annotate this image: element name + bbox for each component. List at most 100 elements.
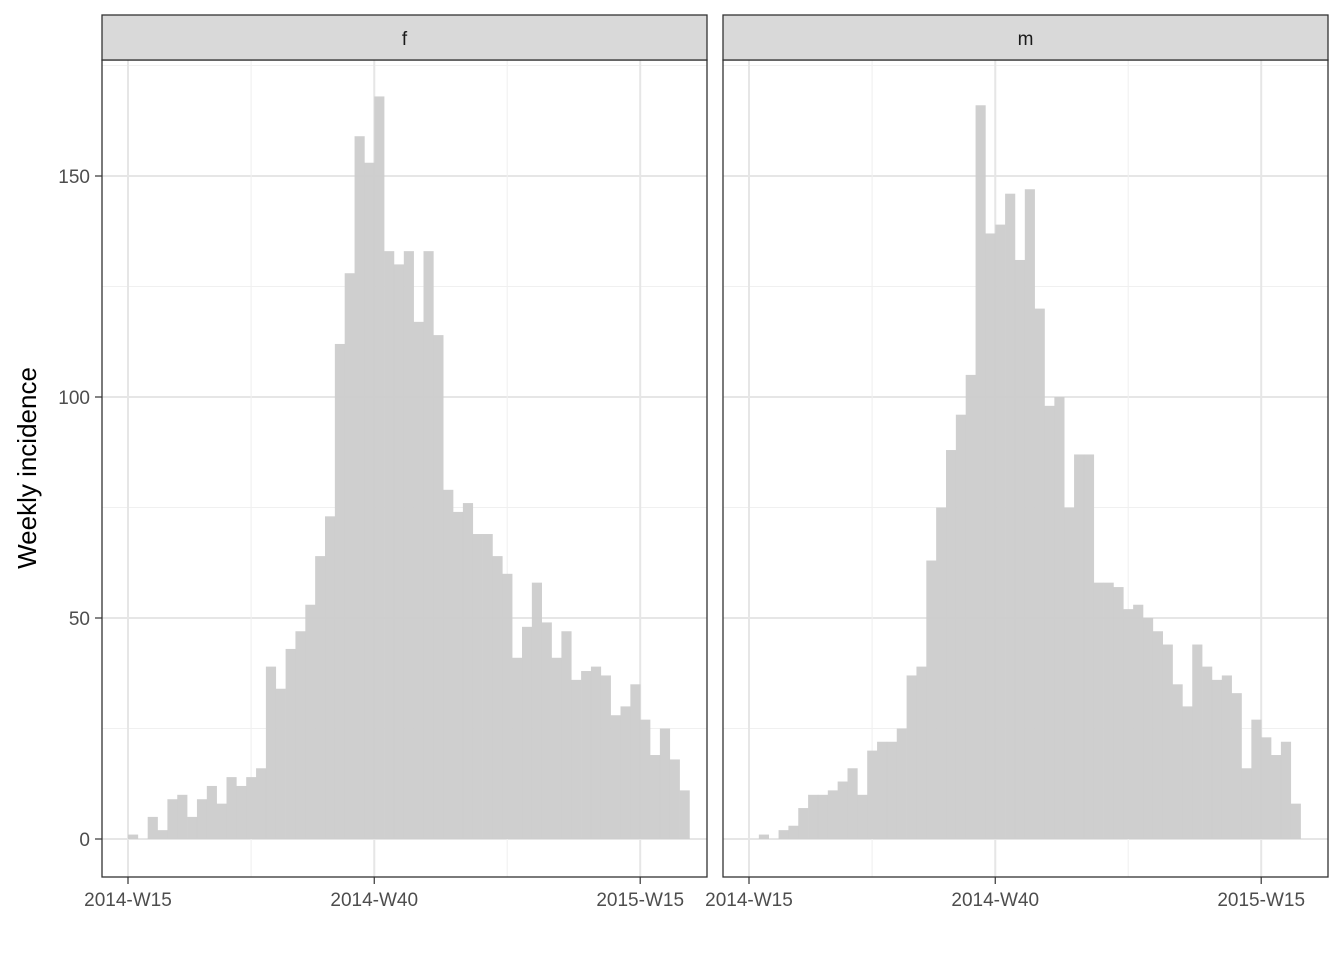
bar (837, 781, 848, 839)
bar (413, 321, 424, 839)
bar (1152, 631, 1163, 839)
bar (482, 534, 493, 839)
bar (985, 233, 996, 839)
bar (167, 799, 178, 839)
bar (965, 374, 976, 839)
facet-strip (101, 14, 708, 61)
bar (1162, 644, 1173, 839)
facet-panel-m: m 2014-W15 2014-W40 2015-W15 (705, 14, 1329, 911)
bar (857, 794, 868, 839)
bar (936, 507, 947, 839)
bar (541, 622, 552, 839)
bar (1251, 719, 1262, 839)
bar (798, 808, 809, 839)
bar (177, 794, 188, 839)
bar (512, 657, 523, 839)
bar (955, 414, 966, 839)
bar (1241, 768, 1252, 839)
bar (1211, 679, 1223, 839)
bar (522, 626, 533, 839)
bar (433, 335, 444, 839)
bar (1044, 405, 1055, 839)
bar (384, 251, 395, 839)
bar (374, 96, 385, 839)
bar (246, 777, 257, 839)
bar (1103, 582, 1114, 839)
bar (1024, 189, 1035, 839)
y-tick-label: 150 (58, 167, 90, 188)
bar (315, 556, 326, 839)
bar (187, 816, 198, 839)
bar (1034, 308, 1045, 840)
bar (216, 803, 227, 839)
bar (1172, 684, 1183, 839)
bar (196, 799, 208, 839)
bar (630, 684, 641, 839)
bar (334, 343, 345, 839)
bar (995, 224, 1006, 839)
facet-strip (722, 14, 1329, 61)
bar (462, 503, 474, 839)
bar (403, 251, 414, 839)
bar (581, 671, 592, 839)
bar (669, 759, 680, 839)
bar (443, 489, 454, 839)
bar (1192, 644, 1203, 839)
bar (659, 728, 671, 839)
bar (877, 741, 888, 839)
facet-strip-label: m (1018, 29, 1034, 50)
bar (1074, 454, 1085, 839)
x-tick-label: 2014-W15 (84, 890, 172, 911)
bar (906, 675, 917, 839)
bar (1231, 693, 1242, 839)
bar (1064, 507, 1075, 839)
bar (975, 105, 986, 839)
bar (275, 688, 286, 839)
bar (1280, 741, 1292, 839)
bar (847, 768, 858, 839)
bar (896, 728, 907, 839)
bar (788, 825, 799, 839)
bar (1123, 609, 1134, 839)
bar (778, 830, 789, 839)
bar (147, 816, 158, 839)
bar (817, 794, 829, 839)
x-tick-label: 2014-W40 (951, 890, 1039, 911)
bar (946, 450, 957, 839)
bar (1113, 587, 1124, 839)
bar (492, 556, 503, 839)
y-tick-label: 100 (58, 388, 90, 409)
y-tick-label: 0 (79, 830, 90, 851)
bar (827, 790, 838, 839)
bar (1261, 737, 1272, 839)
bar (226, 777, 237, 839)
bar (1143, 618, 1154, 839)
bar (236, 785, 247, 839)
bar (600, 675, 611, 839)
x-tick-label: 2014-W40 (330, 890, 418, 911)
bar (325, 516, 336, 839)
facet-panel-f: f 2014-W15 2014-W40 2015-W15 (84, 14, 708, 911)
bar (916, 666, 927, 839)
y-tick-label: 50 (69, 609, 90, 630)
bar (640, 719, 651, 839)
bar (1054, 397, 1065, 839)
bar (1182, 706, 1193, 839)
bar (1133, 604, 1144, 839)
bar (1271, 755, 1282, 839)
bar (590, 666, 602, 839)
bar (561, 631, 572, 839)
bar (1202, 666, 1213, 839)
bar (926, 560, 937, 839)
bar (650, 755, 661, 839)
bar (1093, 582, 1104, 839)
bar (206, 785, 217, 839)
facet-panels: 0 50 100 150 f 2014-W15 2014-W40 2015-W15 m 2014-… (58, 14, 1329, 911)
bar (256, 768, 267, 839)
bar (157, 830, 168, 839)
bar (1221, 675, 1232, 839)
bar (620, 706, 631, 839)
bar (502, 573, 513, 839)
y-axis-label: Weekly incidence (12, 367, 42, 569)
bar (344, 273, 355, 839)
